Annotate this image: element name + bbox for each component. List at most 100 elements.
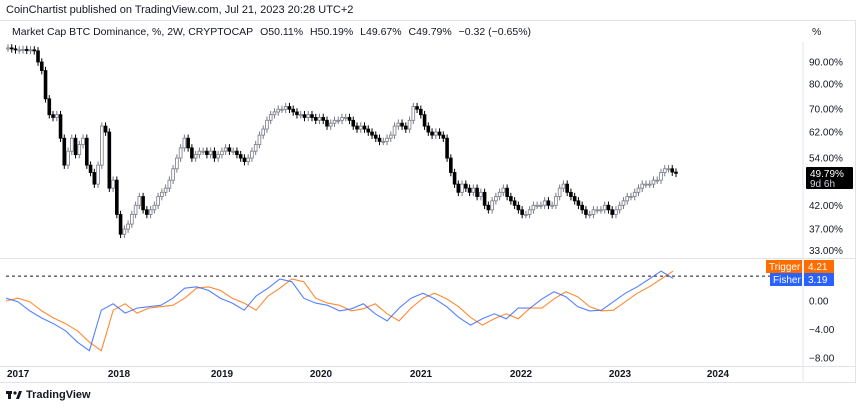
candle <box>73 134 78 159</box>
candle <box>452 168 457 188</box>
candle <box>610 206 615 219</box>
time-tick-label: 2018 <box>108 369 131 380</box>
candle <box>347 113 352 125</box>
candle <box>674 168 678 178</box>
candle <box>321 113 326 125</box>
candle <box>617 201 622 214</box>
trigger-value: 4.21 <box>808 262 828 273</box>
candle <box>58 110 63 143</box>
candle <box>253 140 258 155</box>
candle <box>388 131 393 143</box>
candle <box>576 197 581 210</box>
candle <box>265 116 269 133</box>
candle <box>355 122 359 133</box>
candle <box>535 201 539 210</box>
candle <box>426 122 431 136</box>
indicator-tick-label: −8.00 <box>809 353 835 364</box>
candle <box>475 184 479 201</box>
candle <box>520 206 524 219</box>
price-tick-label: 42.00% <box>809 201 843 212</box>
candle <box>460 180 464 197</box>
candle <box>441 131 446 143</box>
candle <box>640 180 645 192</box>
candle <box>295 108 299 119</box>
candle <box>66 147 70 169</box>
price-tick-label: 80.00% <box>809 80 843 91</box>
candle <box>171 165 175 184</box>
candle <box>602 201 607 214</box>
candle <box>17 46 22 54</box>
price-tick-label: 70.00% <box>809 105 843 116</box>
time-tick-label: 2023 <box>609 369 632 380</box>
candle <box>261 125 265 139</box>
candle <box>449 154 453 177</box>
candle <box>464 180 468 192</box>
candle <box>332 116 337 127</box>
publisher-caption: CoinChartist published on TradingView.co… <box>6 4 354 16</box>
candle <box>205 147 209 159</box>
candle <box>141 192 145 214</box>
candle <box>587 210 592 219</box>
last-price-tag: 49.79% 9d 6h <box>806 167 853 190</box>
candle <box>85 134 89 169</box>
candle <box>28 46 33 55</box>
candle <box>591 206 596 219</box>
candle <box>238 150 243 162</box>
candle <box>550 201 554 210</box>
candle <box>47 95 52 119</box>
symbol-name[interactable]: Market Cap BTC Dominance, %, 2W, CRYPTOC… <box>12 26 254 38</box>
chart-frame <box>0 20 856 383</box>
candle <box>569 188 573 201</box>
candle <box>572 192 577 205</box>
candle <box>208 147 213 159</box>
candle <box>524 210 528 219</box>
axis-unit[interactable]: % <box>812 26 822 38</box>
candle <box>69 134 74 155</box>
price-tick-label: 33.00% <box>809 246 843 257</box>
candle <box>54 110 59 122</box>
ohlc-high: H50.19% <box>310 26 354 38</box>
candle <box>148 206 153 219</box>
tradingview-logo[interactable]: TradingView <box>6 389 91 401</box>
candle <box>565 180 569 197</box>
candle <box>419 105 423 119</box>
candle <box>662 165 667 177</box>
candle <box>358 122 363 133</box>
candle <box>490 197 494 214</box>
candle <box>479 188 483 201</box>
candle <box>118 210 123 239</box>
candle <box>396 119 401 130</box>
candle <box>651 176 656 188</box>
candle <box>351 116 356 130</box>
candle <box>13 45 18 54</box>
candle <box>103 122 108 136</box>
indicator-tick-label: 0.00 <box>809 297 829 308</box>
candle <box>482 188 487 210</box>
tradingview-brand: TradingView <box>26 389 91 401</box>
candle <box>546 197 551 210</box>
candle <box>509 192 513 205</box>
candle <box>340 113 344 125</box>
candle <box>599 206 603 214</box>
candle <box>437 128 442 139</box>
candle <box>111 176 115 192</box>
candle <box>298 110 303 119</box>
candle <box>501 184 506 197</box>
candle <box>302 110 307 122</box>
candle <box>246 154 250 166</box>
candle <box>647 180 652 188</box>
candle <box>163 184 168 197</box>
candle <box>407 116 412 133</box>
candle <box>561 180 566 192</box>
fisher-name: Fisher <box>773 275 801 286</box>
candle <box>152 201 157 214</box>
price-tick-label: 37.00% <box>809 225 843 236</box>
candle <box>280 105 284 114</box>
candle <box>377 134 382 146</box>
candle <box>666 165 671 173</box>
fisher-line <box>5 270 674 352</box>
candle <box>336 116 341 125</box>
candle <box>655 176 660 184</box>
candle <box>272 108 277 119</box>
